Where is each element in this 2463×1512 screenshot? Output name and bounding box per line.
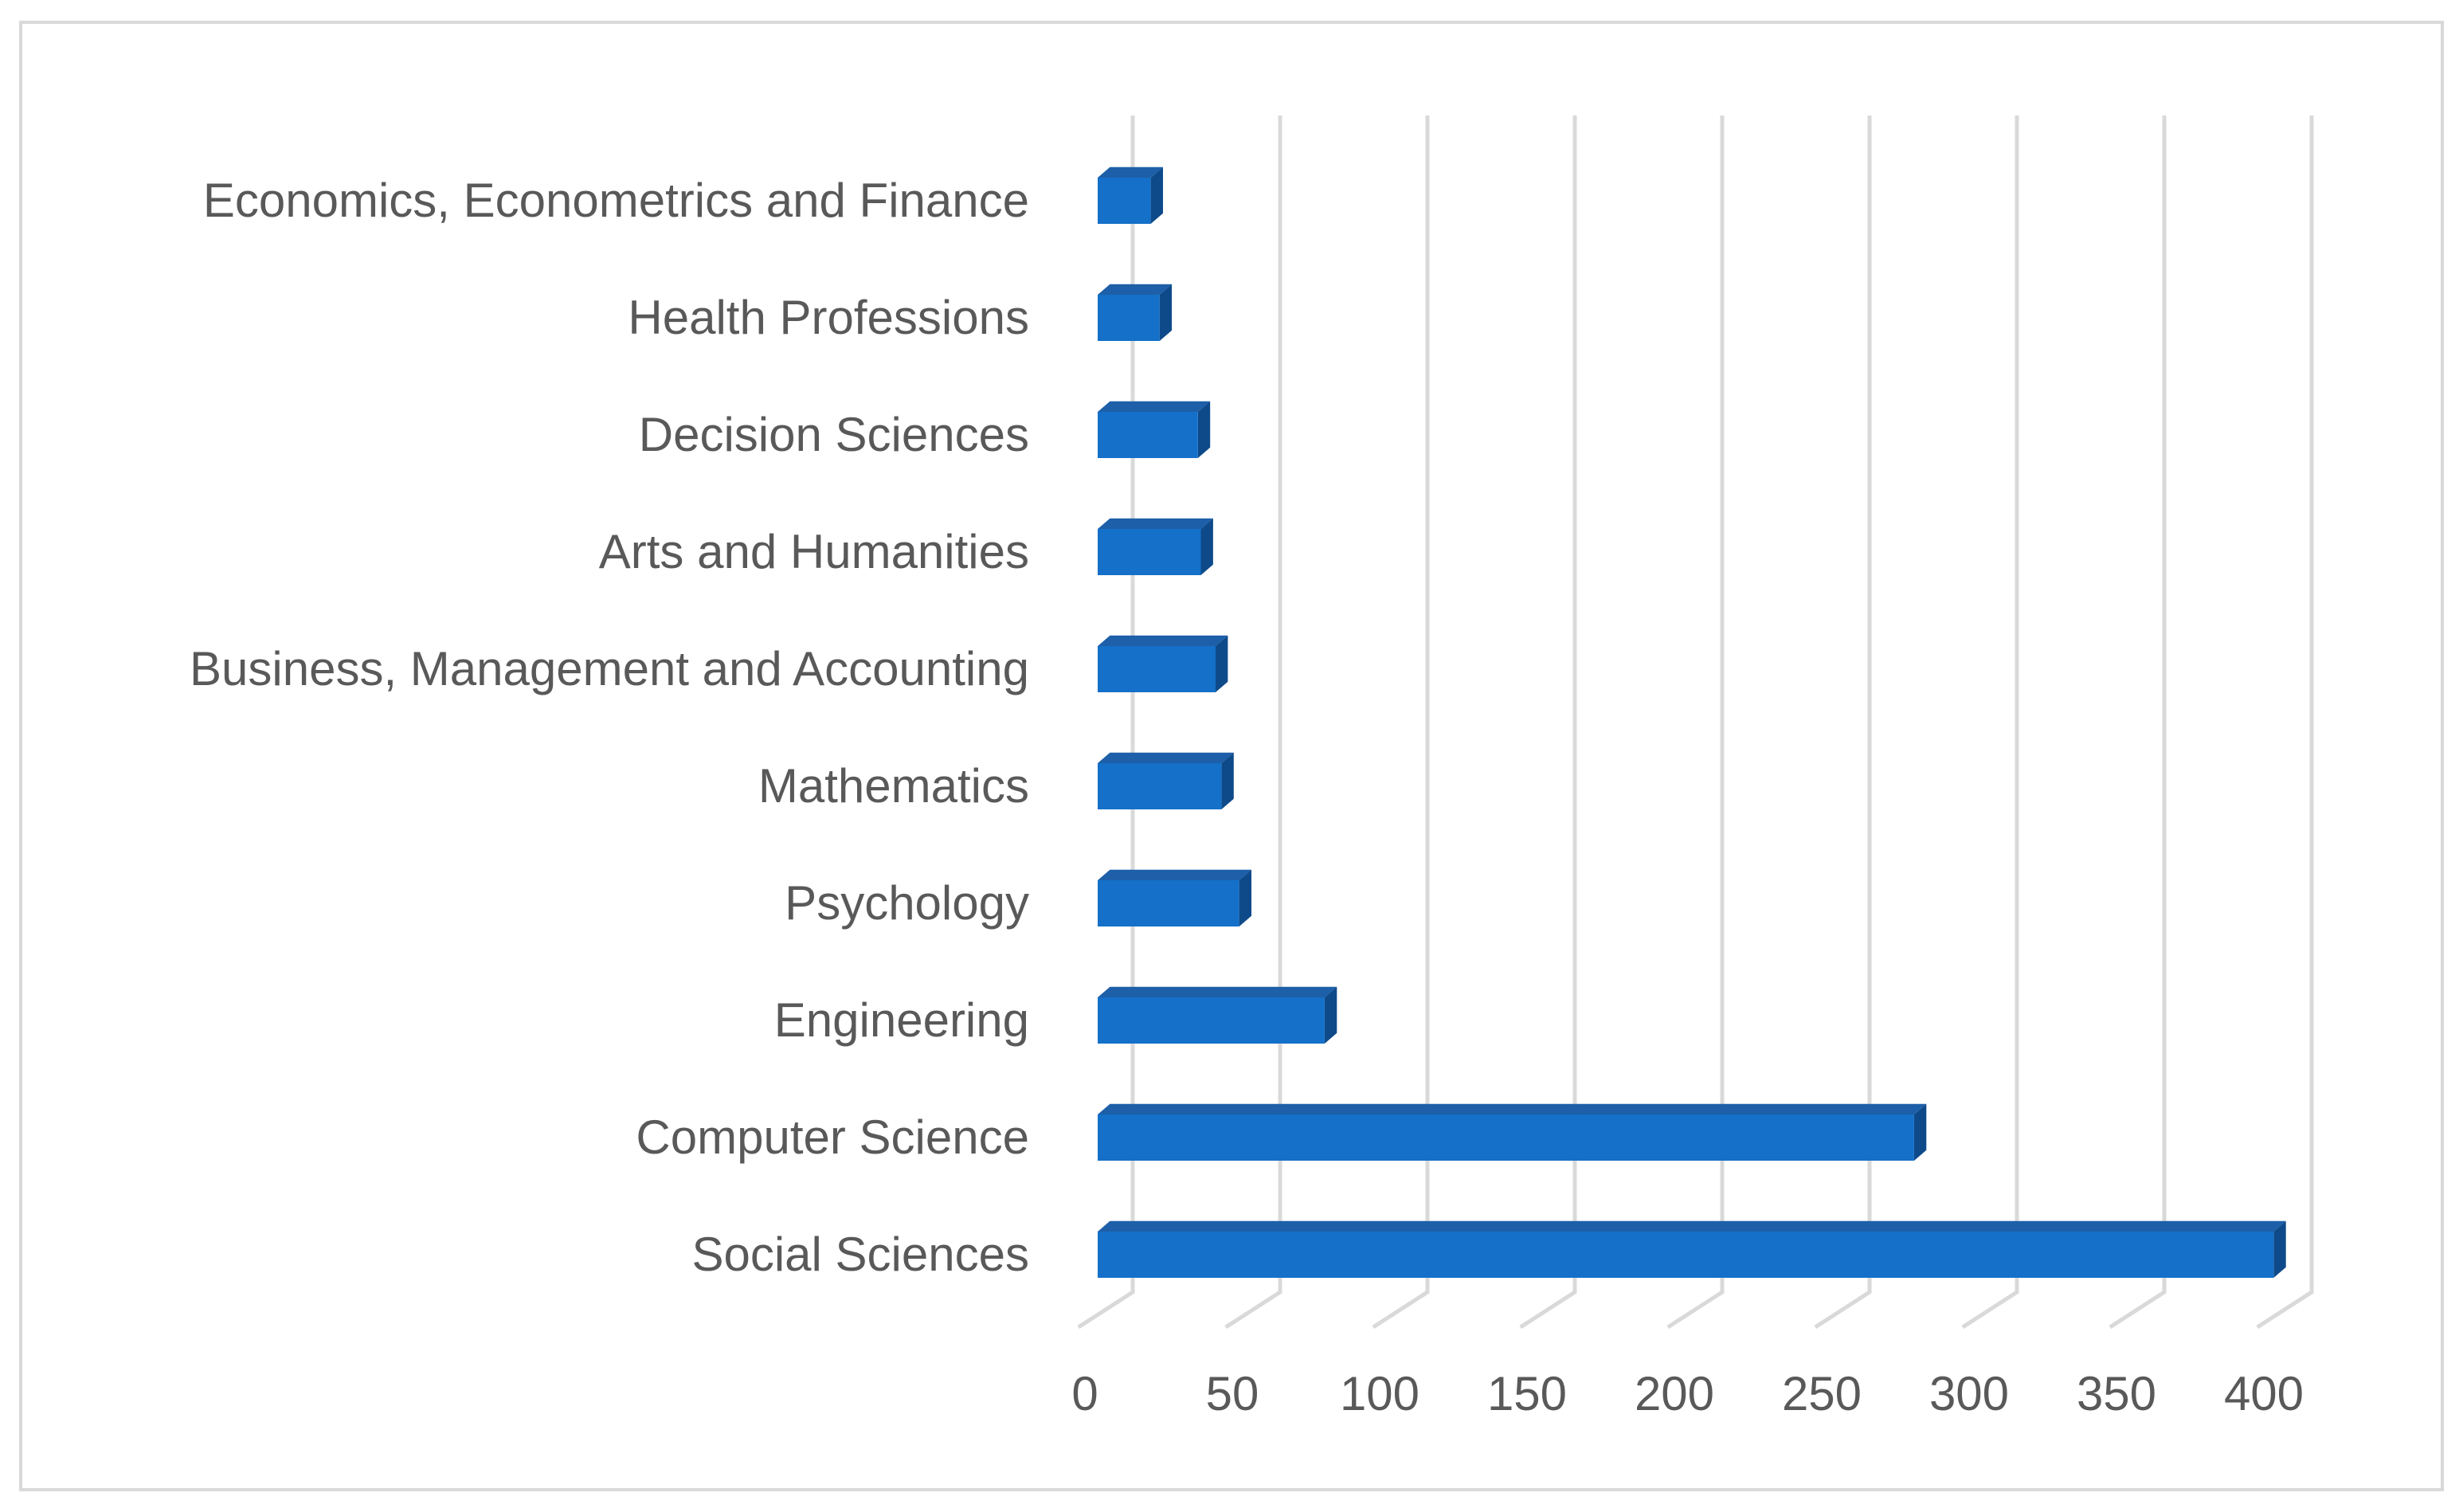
bar — [1098, 166, 1163, 224]
bar-side-face — [1200, 518, 1213, 575]
bar-front-face — [1098, 880, 1239, 926]
bar-top-face — [1098, 284, 1173, 295]
bar-front-face — [1098, 412, 1198, 458]
x-tick-label: 350 — [2077, 1367, 2156, 1420]
category-label: Mathematics — [758, 759, 1029, 813]
category-labels: Economics, Econometrics and Finance Healt… — [190, 174, 1029, 1281]
gridline — [1519, 116, 1577, 1330]
bar-top-face — [1098, 986, 1337, 997]
bar-side-face — [1324, 986, 1337, 1044]
category-label: Economics, Econometrics and Finance — [203, 174, 1029, 227]
category-label: Engineering — [774, 993, 1029, 1047]
bars — [1098, 166, 2286, 1278]
x-tick-label: 100 — [1340, 1367, 1419, 1420]
gridline — [1814, 116, 1872, 1330]
x-tick-label: 50 — [1206, 1367, 1259, 1420]
bar-top-face — [1098, 635, 1228, 646]
bar-side-face — [2273, 1220, 2286, 1278]
bar-side-face — [1216, 635, 1228, 692]
category-label: Business, Management and Accounting — [190, 642, 1029, 695]
bar-front-face — [1098, 295, 1160, 341]
bar-top-face — [1098, 401, 1211, 412]
bar-top-face — [1098, 1220, 2286, 1232]
bar — [1098, 518, 1213, 575]
bar-front-face — [1098, 763, 1222, 809]
bar-top-face — [1098, 752, 1234, 763]
gridline — [1666, 116, 1725, 1330]
gridline — [1224, 116, 1282, 1330]
bar — [1098, 401, 1211, 458]
category-label: Health Professions — [628, 291, 1029, 344]
bar-top-face — [1098, 166, 1163, 178]
bar-top-face — [1098, 518, 1213, 529]
bar-side-face — [1239, 869, 1251, 926]
x-tick-label: 0 — [1071, 1367, 1098, 1420]
bar-front-face — [1098, 529, 1201, 575]
category-label: Computer Science — [636, 1110, 1029, 1164]
bar — [1098, 869, 1251, 926]
bar-front-face — [1098, 1114, 1914, 1161]
bar-side-face — [1150, 166, 1163, 224]
bar-side-face — [1197, 401, 1211, 458]
bar-side-face — [1913, 1103, 1927, 1161]
gridline — [1077, 116, 1135, 1330]
x-tick-label: 300 — [1929, 1367, 2009, 1420]
x-tick-label: 150 — [1487, 1367, 1567, 1420]
x-axis-tick-labels: 0 50 100 150 200 250 300 350 400 — [1071, 1367, 2304, 1420]
bar-front-face — [1098, 646, 1216, 692]
bar — [1098, 752, 1234, 809]
gridlines — [1077, 116, 2314, 1330]
bar-side-face — [1159, 284, 1173, 341]
x-tick-label: 400 — [2224, 1367, 2304, 1420]
x-tick-label: 200 — [1635, 1367, 1714, 1420]
gridline — [1961, 116, 2019, 1330]
bar-top-face — [1098, 1103, 1927, 1114]
x-tick-label: 250 — [1782, 1367, 1862, 1420]
category-label: Arts and Humanities — [599, 525, 1029, 578]
bar — [1098, 986, 1337, 1044]
bar-front-face — [1098, 178, 1151, 224]
bar — [1098, 1220, 2286, 1278]
bar — [1098, 284, 1173, 341]
category-label: Decision Sciences — [639, 408, 1029, 461]
bar-front-face — [1098, 1232, 2274, 1278]
bar — [1098, 1103, 1927, 1161]
bar — [1098, 635, 1228, 692]
category-label: Social Sciences — [691, 1228, 1029, 1281]
gridline — [1372, 116, 1430, 1330]
bar-front-face — [1098, 997, 1325, 1044]
bar-top-face — [1098, 869, 1251, 880]
category-label: Psychology — [785, 876, 1029, 930]
bar-side-face — [1221, 752, 1234, 809]
gridline — [2109, 116, 2167, 1330]
gridline — [2256, 116, 2314, 1330]
